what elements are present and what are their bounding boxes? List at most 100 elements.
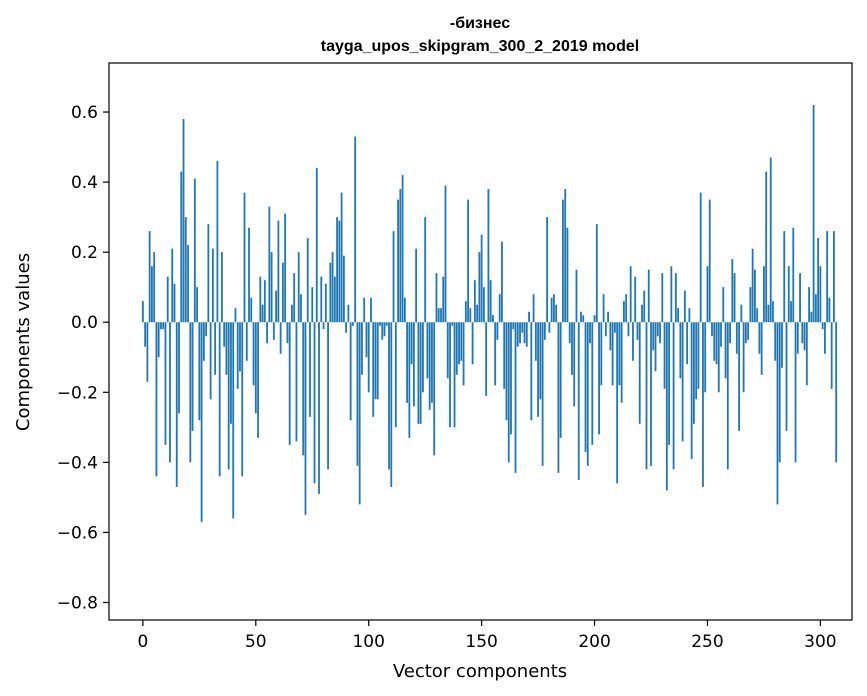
- bar-148: [476, 304, 479, 323]
- bar-8: [160, 322, 162, 330]
- bar-99: [365, 322, 368, 358]
- bar-104: [376, 322, 379, 400]
- bar-295: [808, 287, 810, 323]
- bar-111: [392, 231, 395, 323]
- bar-139: [455, 322, 458, 375]
- x-axis-label: Vector components: [393, 661, 567, 682]
- bar-301: [821, 322, 824, 330]
- bar-0: [141, 301, 144, 323]
- y-tick-label-4: 0.0: [71, 313, 98, 333]
- bar-146: [471, 322, 474, 365]
- bar-143: [464, 301, 467, 323]
- bar-206: [607, 311, 609, 323]
- bar-7: [157, 322, 160, 358]
- bar-84: [331, 252, 334, 323]
- bar-27: [202, 322, 205, 361]
- bar-120: [412, 322, 415, 407]
- bar-298: [814, 294, 817, 323]
- bar-138: [453, 322, 456, 428]
- bar-31: [211, 248, 214, 323]
- bar-232: [665, 322, 668, 491]
- x-tick-label-250: 250: [691, 632, 723, 652]
- bar-14: [173, 283, 176, 323]
- bar-119: [410, 322, 413, 365]
- bar-230: [661, 273, 664, 323]
- bar-246: [697, 322, 700, 389]
- bar-192: [575, 269, 578, 323]
- bar-262: [733, 273, 736, 323]
- bar-115: [401, 175, 404, 323]
- bar-121: [415, 248, 418, 323]
- bar-126: [426, 322, 429, 379]
- bar-60: [277, 220, 280, 323]
- bar-30: [209, 322, 212, 400]
- bar-238: [679, 322, 682, 379]
- bar-173: [532, 294, 535, 323]
- bar-140: [458, 322, 460, 365]
- bar-83: [329, 262, 332, 323]
- bar-94: [354, 136, 357, 323]
- x-tick-label-300: 300: [804, 632, 836, 652]
- bar-109: [388, 322, 390, 470]
- bar-122: [417, 322, 420, 424]
- bar-68: [295, 322, 298, 442]
- bar-300: [819, 266, 822, 323]
- bar-19: [184, 217, 187, 323]
- bar-35: [221, 252, 223, 323]
- bar-169: [523, 322, 526, 344]
- bar-4: [151, 266, 153, 323]
- bar-32: [214, 322, 217, 375]
- bar-200: [593, 315, 596, 323]
- bar-225: [650, 322, 652, 466]
- bar-196: [584, 322, 587, 452]
- bar-197: [586, 322, 589, 466]
- bar-187: [564, 189, 567, 323]
- bar-270: [751, 248, 754, 323]
- bar-183: [555, 304, 558, 323]
- y-tick-label-0: −0.8: [57, 593, 98, 613]
- bar-155: [492, 315, 494, 323]
- bar-129: [433, 322, 436, 456]
- bar-245: [695, 322, 698, 400]
- bar-233: [668, 322, 670, 445]
- bar-42: [236, 322, 239, 389]
- bar-85: [333, 276, 336, 323]
- bar-266: [742, 322, 745, 393]
- bar-127: [428, 322, 431, 410]
- bar-11: [166, 276, 169, 323]
- bar-65: [288, 322, 291, 445]
- bar-160: [503, 322, 506, 389]
- bar-201: [595, 224, 598, 323]
- bar-54: [263, 280, 266, 323]
- bar-176: [539, 322, 542, 400]
- plot-frame: [108, 62, 853, 621]
- bar-305: [830, 322, 833, 389]
- bar-255: [717, 322, 720, 393]
- bar-10: [164, 322, 167, 445]
- bar-211: [618, 322, 621, 386]
- bar-167: [519, 322, 521, 344]
- bar-103: [374, 322, 377, 400]
- bar-251: [708, 199, 711, 323]
- bar-163: [510, 322, 512, 435]
- bar-239: [681, 322, 684, 442]
- bar-90: [345, 322, 348, 333]
- bar-188: [566, 227, 569, 323]
- bar-272: [756, 308, 759, 323]
- bar-284: [783, 231, 786, 323]
- bar-256: [720, 322, 722, 347]
- y-tick-label-6: 0.4: [71, 173, 98, 193]
- bar-191: [573, 322, 576, 407]
- bar-107: [383, 322, 386, 337]
- bar-95: [356, 322, 359, 466]
- y-axis-label: Components values: [13, 253, 34, 431]
- chart-title-line1: -бизнес: [450, 15, 510, 32]
- bar-244: [693, 322, 695, 424]
- bar-282: [778, 322, 781, 463]
- bar-260: [729, 322, 731, 344]
- bar-179: [546, 217, 549, 323]
- bar-59: [275, 290, 278, 323]
- bar-221: [641, 304, 643, 323]
- bar-73: [306, 238, 309, 323]
- bar-213: [623, 301, 625, 323]
